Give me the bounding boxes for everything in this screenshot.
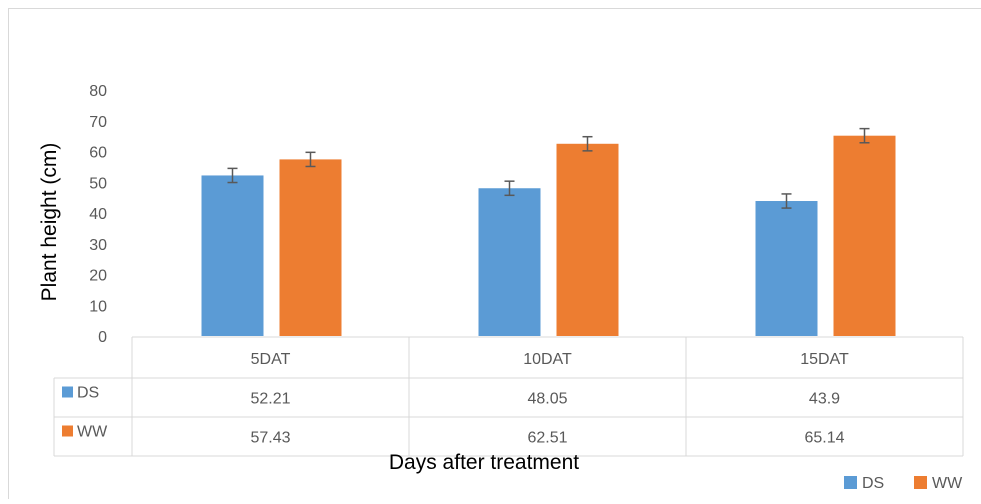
- category-label: 15DAT: [800, 351, 849, 368]
- y-tick-label: 80: [89, 83, 107, 100]
- bar-ds: [202, 175, 264, 336]
- y-tick-label: 70: [89, 114, 107, 131]
- legend-label: DS: [862, 475, 884, 492]
- table-series-name: WW: [77, 424, 108, 441]
- bar-ww: [834, 136, 896, 336]
- y-tick-label: 40: [89, 206, 107, 223]
- legend-key-ds: [844, 476, 857, 489]
- table-series-name: DS: [77, 385, 99, 402]
- table-cell-value: 65.14: [804, 430, 844, 447]
- y-tick-label: 50: [89, 175, 107, 192]
- table-cell-value: 43.9: [809, 391, 840, 408]
- legend-key-ww: [914, 476, 927, 489]
- bar-ds: [479, 188, 541, 336]
- category-label: 10DAT: [523, 351, 572, 368]
- x-axis-label: Days after treatment: [389, 451, 579, 474]
- table-legend-key-ds: [62, 387, 73, 398]
- bar-ds: [756, 201, 818, 336]
- bar-ww: [557, 144, 619, 336]
- y-tick-label: 60: [89, 145, 107, 162]
- y-tick-label: 10: [89, 298, 107, 315]
- bar-ww: [280, 159, 342, 336]
- legend-label: WW: [932, 475, 963, 492]
- table-cell-value: 48.05: [527, 391, 567, 408]
- y-axis-ticks: 0 10 20 30 40 50 60 70 80: [89, 83, 107, 346]
- y-tick-label: 20: [89, 268, 107, 285]
- table-cell-value: 52.21: [250, 391, 290, 408]
- y-tick-label: 0: [98, 329, 107, 346]
- table-cell-value: 57.43: [250, 430, 290, 447]
- category-label: 5DAT: [251, 351, 291, 368]
- table-cell-value: 62.51: [527, 430, 567, 447]
- y-tick-label: 30: [89, 237, 107, 254]
- table-legend-key-ww: [62, 426, 73, 437]
- y-axis-label: Plant height (cm): [38, 143, 61, 302]
